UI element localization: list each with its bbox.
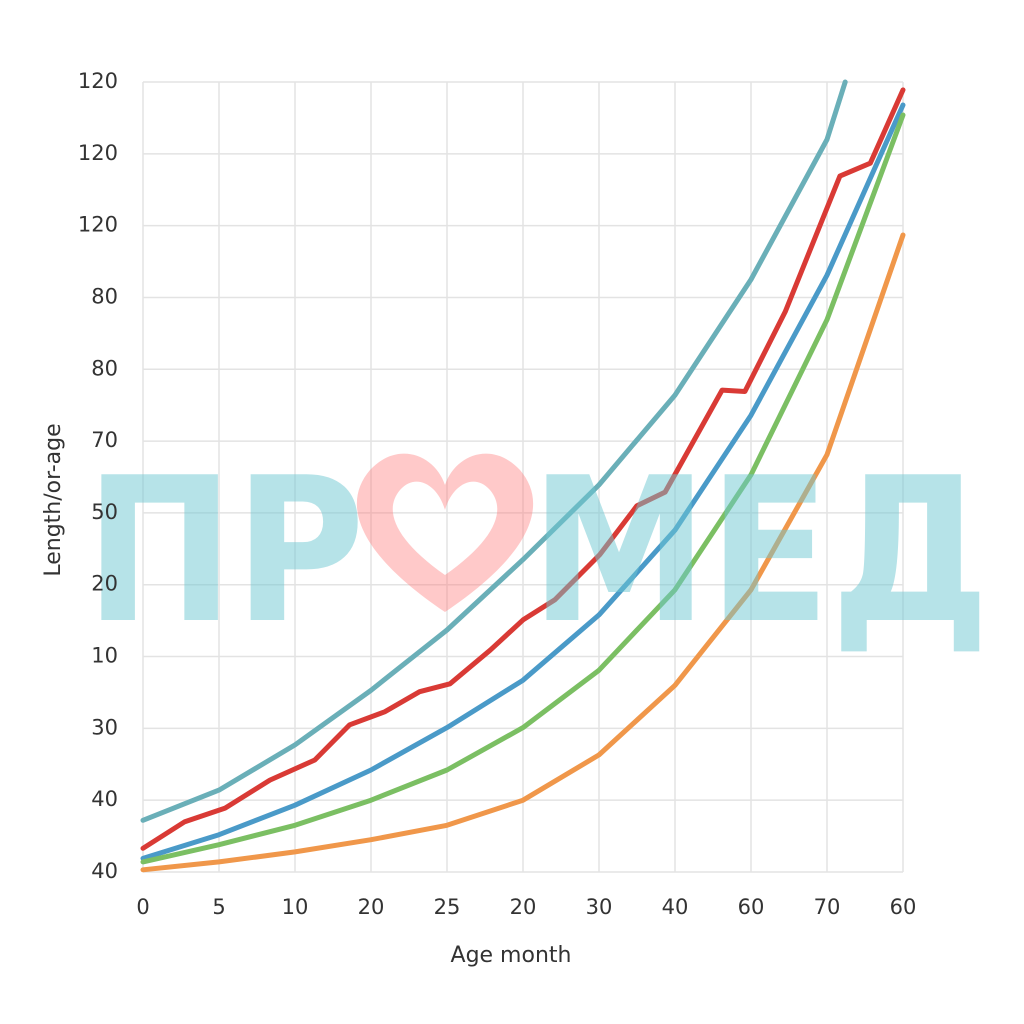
x-tick-label: 0 — [136, 895, 149, 919]
x-tick-label: 5 — [212, 895, 225, 919]
series-line — [140, 87, 906, 851]
y-tick-label: 20 — [91, 572, 118, 596]
y-tick-label: 120 — [78, 141, 118, 165]
y-tick-label: 70 — [91, 428, 118, 452]
y-tick-label: 30 — [91, 715, 118, 739]
series-line — [140, 232, 906, 873]
watermark: ПР МЕД — [85, 435, 990, 668]
x-tick-label: 60 — [738, 895, 765, 919]
tick-labels: 40 40 30 10 20 50 70 80 80 120 120 120 0 5 10 20 25 20 30 4… — [78, 69, 916, 919]
x-tick-label: 30 — [586, 895, 613, 919]
grid — [142, 81, 904, 873]
x-tick-label: 20 — [510, 895, 537, 919]
x-tick-label: 20 — [358, 895, 385, 919]
series-line — [140, 112, 906, 865]
watermark-right: МЕД — [530, 435, 990, 668]
y-tick-label: 40 — [91, 787, 118, 811]
plot-lines — [140, 79, 906, 873]
x-tick-label: 60 — [890, 895, 917, 919]
x-tick-label: 70 — [814, 895, 841, 919]
y-tick-label: 40 — [91, 859, 118, 883]
series-line — [140, 79, 848, 823]
x-axis-title: Age month — [451, 943, 572, 968]
y-tick-label: 120 — [78, 213, 118, 237]
watermark-heart — [356, 453, 534, 612]
x-tick-label: 40 — [662, 895, 689, 919]
y-axis-title: Length/or-age — [41, 423, 66, 576]
x-tick-label: 10 — [282, 895, 309, 919]
y-tick-label: 10 — [91, 644, 118, 668]
y-tick-label: 80 — [91, 356, 118, 380]
series-line — [140, 102, 906, 861]
watermark-left: ПР — [85, 435, 365, 668]
x-tick-label: 25 — [434, 895, 461, 919]
y-tick-label: 120 — [78, 69, 118, 93]
y-tick-label: 50 — [91, 500, 118, 524]
y-tick-label: 80 — [91, 284, 118, 308]
